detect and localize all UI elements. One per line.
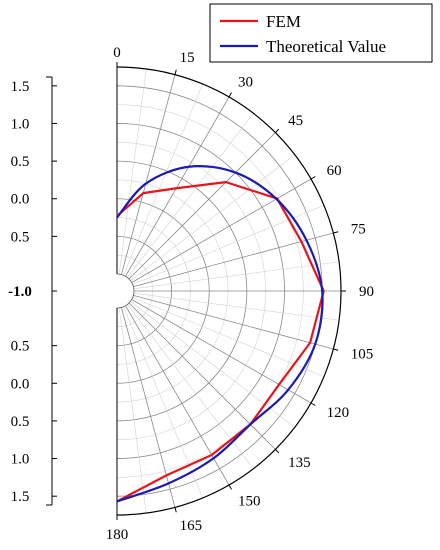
angle-tick-label: 15 xyxy=(180,50,195,66)
angle-tick-label: 180 xyxy=(106,527,129,543)
grid-spoke xyxy=(133,232,334,287)
radial-axis: 1.5 1.0 0.5 0.0 0.5 -1.0 0.5 0.0 0.5 1.0 1.5 xyxy=(8,76,57,506)
grid-spoke xyxy=(130,154,295,281)
angle-tick-label: 165 xyxy=(180,518,203,534)
angle-tick-label: 135 xyxy=(288,455,311,471)
angle-tick-label: 30 xyxy=(238,74,253,90)
series-line-fem xyxy=(116,181,325,503)
grid-spoke xyxy=(118,68,147,275)
radial-tick-label: 1.0 xyxy=(11,452,30,468)
outer-tick xyxy=(310,402,316,406)
grid-spoke xyxy=(118,307,147,514)
legend: FEM Theoretical Value xyxy=(209,3,433,63)
grid xyxy=(116,67,341,515)
grid-spoke xyxy=(131,299,312,404)
grid-spoke xyxy=(131,178,312,283)
inner-arc xyxy=(116,273,135,309)
radial-tick-label: -1.0 xyxy=(8,284,32,300)
angle-tick-labels: 0 15 30 45 60 75 90 105 120 135 150 165 180 xyxy=(106,45,374,543)
angle-tick-label: 60 xyxy=(327,163,342,179)
grid-spoke xyxy=(130,301,295,428)
grid-spoke xyxy=(121,74,176,275)
angle-tick-label: 45 xyxy=(288,113,303,129)
angle-tick-label: 150 xyxy=(238,494,261,510)
angle-tick-label: 0 xyxy=(113,45,121,61)
grid-spoke xyxy=(132,297,325,377)
outer-arc xyxy=(116,66,342,516)
radial-tick-label: 0.5 xyxy=(11,154,30,170)
angle-tick-label: 120 xyxy=(327,405,350,421)
legend-label: FEM xyxy=(266,12,301,31)
grid-spoke xyxy=(123,306,203,499)
legend-box xyxy=(209,3,433,63)
outer-tick xyxy=(310,176,316,180)
outer-tick xyxy=(174,507,177,513)
grid-spoke xyxy=(121,307,176,508)
angle-tick-label: 90 xyxy=(359,284,374,300)
grid-spoke xyxy=(133,292,340,321)
radial-tick-label: 0.5 xyxy=(11,339,30,355)
outer-tick xyxy=(333,231,339,234)
radial-tick-label: 0.0 xyxy=(11,192,30,208)
outer-tick xyxy=(228,92,232,98)
outer-tick xyxy=(275,128,280,133)
outer-tick xyxy=(275,449,280,454)
grid-spoke xyxy=(125,96,230,277)
radial-tick-label: 1.5 xyxy=(11,79,30,95)
outer-tick xyxy=(333,348,339,351)
grid-spoke xyxy=(127,113,254,278)
radial-tick-label: 0.0 xyxy=(11,376,30,392)
outer-boundary xyxy=(116,62,346,520)
outer-tick xyxy=(228,484,232,490)
grid-spoke xyxy=(123,83,203,276)
radial-tick-label: 1.5 xyxy=(11,489,30,505)
grid-spoke xyxy=(127,304,254,469)
series-line-theoretical-value xyxy=(116,165,324,503)
outer-tick xyxy=(174,69,177,75)
radial-tick-label: 1.0 xyxy=(11,116,30,132)
grid-spoke xyxy=(128,132,276,280)
grid-spoke xyxy=(132,205,325,285)
angle-tick-label: 75 xyxy=(351,221,366,237)
radial-tick-label: 0.5 xyxy=(11,414,30,430)
angle-tick-label: 105 xyxy=(351,347,374,363)
grid-spoke xyxy=(133,261,340,290)
grid-spoke xyxy=(133,295,334,350)
grid-spoke xyxy=(128,302,276,450)
radial-tick-label: 0.5 xyxy=(11,229,30,245)
series-lines xyxy=(116,165,325,503)
legend-label: Theoretical Value xyxy=(266,37,386,56)
